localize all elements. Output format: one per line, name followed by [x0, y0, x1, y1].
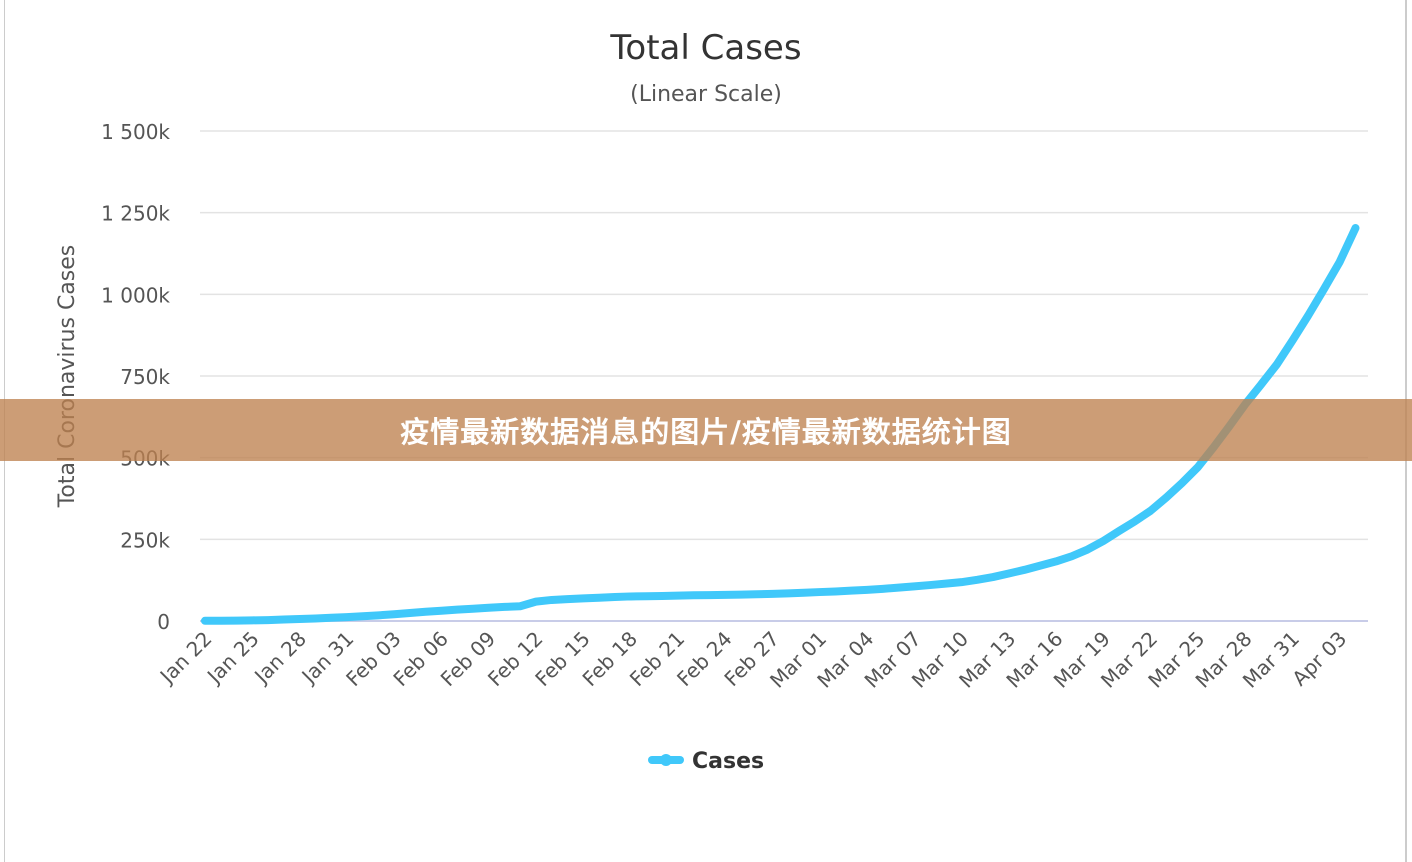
banner-text: 疫情最新数据消息的图片/疫情最新数据统计图 — [400, 415, 1012, 449]
chart-subtitle: (Linear Scale) — [630, 82, 782, 107]
series-line-cases — [201, 224, 1360, 625]
x-tick-label: Jan 22 — [154, 627, 217, 690]
x-tick-label: Apr 03 — [1287, 627, 1351, 691]
y-tick-label: 1 500k — [101, 120, 170, 144]
y-tick-label: 1 250k — [101, 202, 170, 226]
chart-title: Total Cases — [609, 28, 801, 68]
y-tick-label: 1 000k — [101, 283, 170, 307]
y-tick-label: 0 — [157, 610, 170, 634]
legend[interactable]: Cases — [648, 749, 764, 774]
legend-label: Cases — [692, 749, 764, 774]
x-tick-label: Jan 28 — [248, 627, 311, 690]
y-tick-label: 250k — [120, 528, 170, 552]
y-tick-label: 750k — [120, 365, 170, 389]
y-axis-label: Total Coronavirus Cases — [55, 245, 80, 509]
watermark-banner: 疫情最新数据消息的图片/疫情最新数据统计图 — [0, 399, 1412, 461]
legend-marker — [660, 754, 672, 766]
x-tick-label: Jan 25 — [201, 627, 264, 690]
